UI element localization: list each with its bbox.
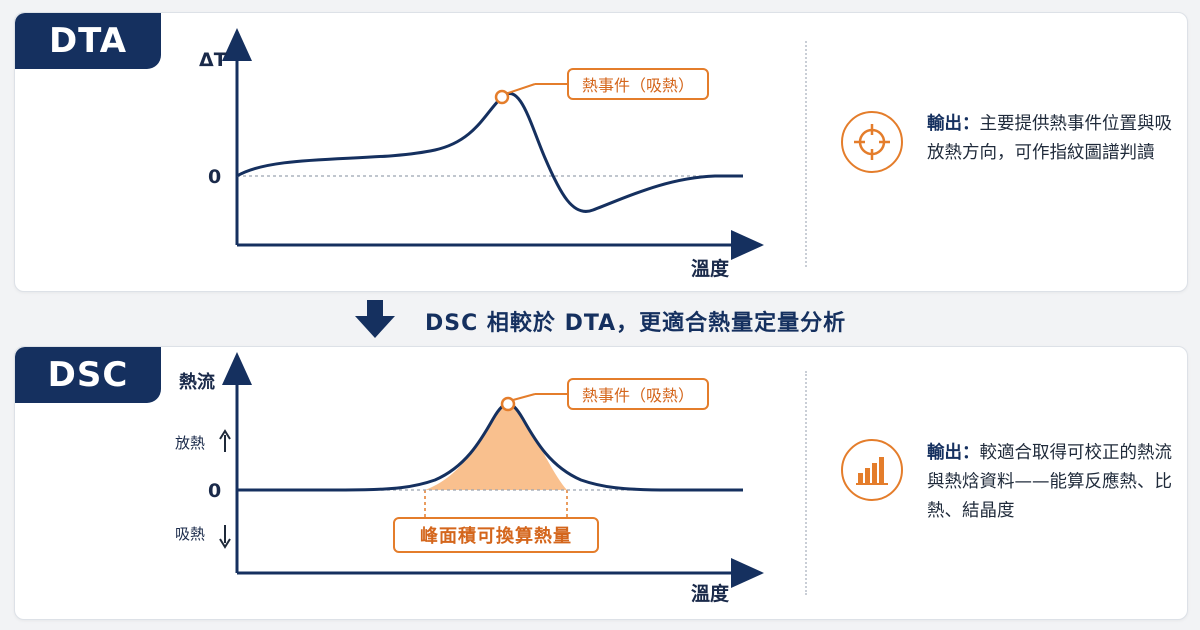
dta-tag: DTA [15,13,161,69]
dta-event-marker [494,89,510,105]
dsc-plot: 熱流 0 放熱 吸熱 溫度 [175,352,764,605]
release-up-arrow-icon [219,429,231,452]
dsc-y-axis-label: 熱流 [179,371,215,393]
crosshair-target-icon [841,111,903,173]
dsc-peak-area [425,403,567,490]
dsc-output-text: 輸出：較適合取得可校正的熱流與熱焓資料——能算反應熱、比熱、結晶度 [927,439,1187,526]
dsc-x-axis-label: 溫度 [691,582,730,605]
dta-curve [236,92,743,213]
dta-y-axis-label: ΔT [199,49,227,71]
bar-chart-icon [841,439,903,501]
transition-text: DSC 相較於 DTA，更適合熱量定量分析 [425,311,847,336]
dsc-callout: 熱事件（吸熱） [567,378,709,410]
dsc-event-marker [500,396,516,412]
dta-divider [805,41,807,267]
dta-callout-leader [507,83,536,94]
dsc-tag: DSC [15,347,161,403]
dsc-absorb-label: 吸熱 [175,525,205,543]
dta-output-body: 主要提供熱事件位置與吸放熱方向，可作指紋圖譜判讀 [927,114,1172,163]
dsc-output-lead: 輸出： [927,443,980,463]
dsc-area-label: 峰面積可換算熱量 [393,517,599,553]
dta-output-text: 輸出：主要提供熱事件位置與吸放熱方向，可作指紋圖譜判讀 [927,110,1187,168]
dsc-zero-label: 0 [208,480,221,502]
dta-output-lead: 輸出： [927,114,980,134]
dsc-output-body: 較適合取得可校正的熱流與熱焓資料——能算反應熱、比熱、結晶度 [927,443,1172,521]
dsc-callout-leader [512,393,536,401]
dsc-panel: DSC 熱流 0 放熱 吸熱 [14,346,1188,620]
dta-zero-label: 0 [208,166,221,188]
dsc-divider [805,371,807,595]
absorb-down-arrow-icon [219,525,231,549]
dsc-release-label: 放熱 [175,434,205,452]
dta-callout: 熱事件（吸熱） [567,68,709,100]
dta-x-axis-label: 溫度 [691,257,730,280]
down-arrow-icon [351,300,399,344]
dta-plot: ΔT 0 溫度 [199,28,764,280]
dta-panel: DTA ΔT 0 溫度 熱事件（吸熱） 輸出 [14,12,1188,292]
